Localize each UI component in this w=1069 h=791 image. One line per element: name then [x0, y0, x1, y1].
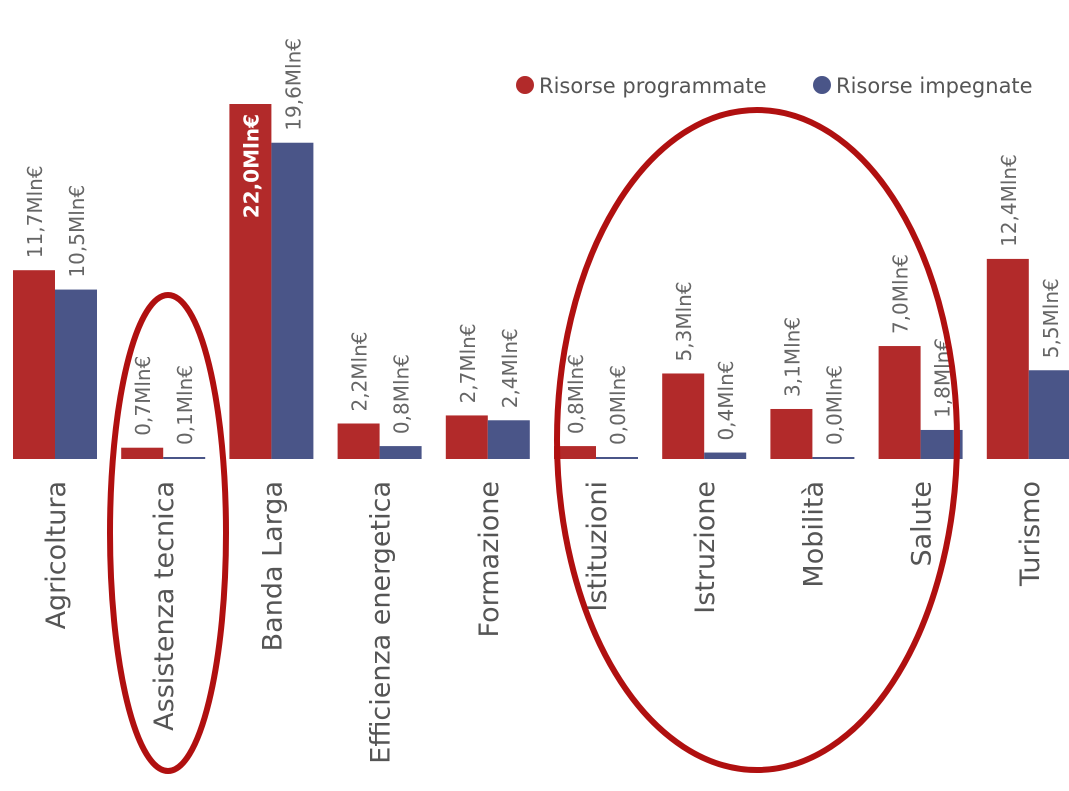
data-label-risorse-programmate-turismo: 12,4Mln€ [997, 154, 1021, 247]
x-tick-label-formazione: Formazione [474, 481, 505, 637]
x-tick-label-mobilita: Mobilità [798, 481, 829, 588]
x-axis: Agricoltura Assistenza tecnica Banda Larga… [41, 481, 1046, 764]
bar-risorse-impegnate-agricoltura [55, 289, 97, 459]
data-label-risorse-programmate-istituzioni: 0,8Mln€ [564, 354, 588, 434]
bar-risorse-programmate-salute [878, 346, 921, 459]
data-label-risorse-programmate-salute: 7,0Mln€ [889, 254, 913, 334]
bar-risorse-impegnate-istruzione [704, 452, 747, 459]
x-tick-label-turismo: Turismo [1015, 481, 1046, 587]
annotation-ellipse-1 [107, 292, 229, 774]
data-label-risorse-impegnate-mobilita: 0,0Mln€ [822, 365, 846, 445]
annotation-ellipse-2 [554, 107, 960, 773]
bar-risorse-programmate-agricoltura [13, 270, 55, 459]
bar-risorse-impegnate-assistenza-tecnica [163, 457, 206, 459]
legend-label-risorse-impegnate: Risorse impegnate [836, 74, 1033, 98]
data-label-risorse-impegnate-istruzione: 0,4Mln€ [714, 361, 738, 441]
x-tick-label-istruzione: Istruzione [690, 481, 721, 614]
data-label-risorse-impegnate-banda-larga: 19,6Mln€ [281, 38, 305, 131]
bar-risorse-programmate-mobilita [770, 408, 813, 459]
legend-marker-risorse-impegnate [813, 76, 831, 94]
bar-risorse-programmate-assistenza-tecnica [121, 447, 164, 459]
data-label-risorse-impegnate-efficienza-energetica: 0,8Mln€ [390, 354, 414, 434]
x-tick-label-agricoltura: Agricoltura [41, 481, 72, 629]
legend-marker-risorse-programmate [516, 76, 534, 94]
data-label-risorse-programmate-istruzione: 5,3Mln€ [672, 281, 696, 361]
bar-risorse-impegnate-mobilita [812, 457, 855, 459]
bar-risorse-impegnate-turismo [1028, 370, 1069, 459]
data-labels: 11,7Mln€ 10,5Mln€ 0,7Mln€ 0,1Mln€ 22,0Mln€ 19… [23, 38, 1063, 445]
bar-risorse-programmate-istituzioni [554, 446, 596, 459]
bar-risorse-programmate-istruzione [662, 373, 705, 459]
bar-risorse-programmate-formazione [445, 415, 488, 459]
x-tick-label-efficienza-energetica: Efficienza energetica [366, 481, 397, 764]
bar-risorse-programmate-banda-larga [229, 104, 272, 459]
bar-risorse-programmate-turismo [986, 258, 1029, 459]
data-label-risorse-impegnate-turismo: 5,5Mln€ [1039, 278, 1063, 358]
x-tick-label-banda-larga: Banda Larga [257, 481, 288, 651]
legend-label-risorse-programmate: Risorse programmate [539, 74, 767, 98]
data-label-risorse-programmate-mobilita: 3,1Mln€ [780, 317, 804, 397]
data-label-risorse-programmate-assistenza-tecnica: 0,7Mln€ [131, 356, 155, 436]
data-label-risorse-programmate-formazione: 2,7Mln€ [456, 323, 480, 403]
legend: Risorse programmate Risorse impegnate [516, 74, 1033, 98]
data-label-risorse-impegnate-agricoltura: 10,5Mln€ [65, 185, 89, 278]
bar-risorse-impegnate-istituzioni [596, 457, 638, 459]
data-label-risorse-programmate-banda-larga: 22,0Mln€ [239, 114, 263, 218]
x-tick-label-salute: Salute [907, 481, 938, 567]
bar-risorse-impegnate-efficienza-energetica [379, 446, 422, 459]
bar-risorse-impegnate-banda-larga [271, 142, 314, 459]
bar-risorse-programmate-efficienza-energetica [337, 423, 380, 459]
data-label-risorse-impegnate-formazione: 2,4Mln€ [498, 328, 522, 408]
data-label-risorse-impegnate-istituzioni: 0,0Mln€ [606, 365, 630, 445]
x-tick-label-istituzioni: Istituzioni [582, 481, 613, 612]
annotations [107, 107, 960, 774]
x-tick-label-assistenza-tecnica: Assistenza tecnica [149, 481, 180, 731]
data-label-risorse-programmate-efficienza-energetica: 2,2Mln€ [348, 331, 372, 411]
data-label-risorse-impegnate-assistenza-tecnica: 0,1Mln€ [173, 365, 197, 445]
data-label-risorse-programmate-agricoltura: 11,7Mln€ [23, 165, 47, 258]
bar-risorse-impegnate-formazione [487, 420, 530, 459]
